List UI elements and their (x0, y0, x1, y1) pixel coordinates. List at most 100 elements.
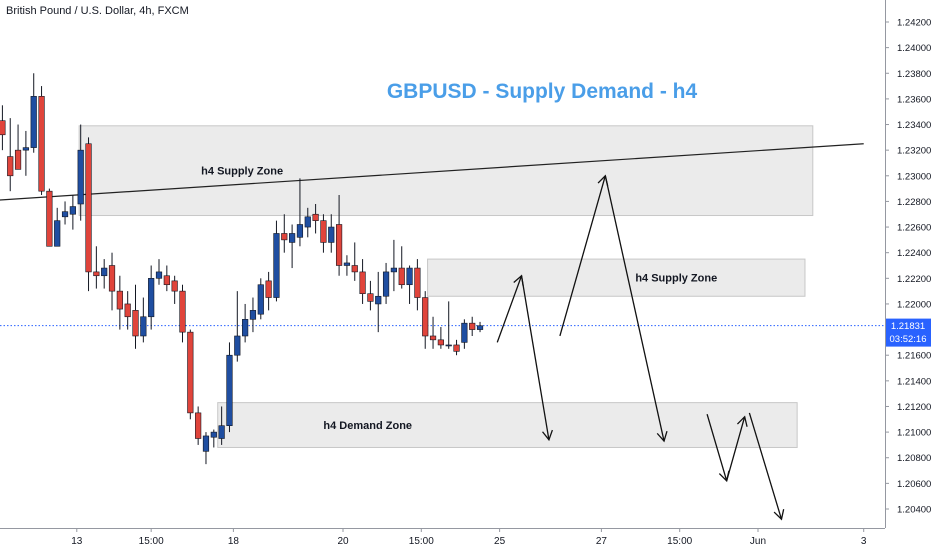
last-price-label: 1.21831 (891, 321, 925, 332)
x-tick-label: 18 (228, 536, 240, 547)
zone-label: h4 Demand Zone (323, 420, 412, 432)
chart-title: GBPUSD - Supply Demand - h4 (387, 80, 698, 103)
projection-arrow (604, 175, 668, 443)
x-tick-label: 15:00 (667, 536, 692, 547)
candle-body (375, 295, 382, 305)
zones-layer: h4 Supply Zone h4 Supply Zone h4 Demand Zo… (78, 125, 814, 448)
candle-body (312, 213, 319, 221)
candle-body (335, 224, 343, 266)
price-axis-bg (885, 0, 932, 550)
candle-body (414, 267, 421, 298)
y-tick-label: 1.22400 (897, 248, 931, 259)
y-tick-label: 1.23000 (897, 171, 931, 182)
candle-body (398, 267, 405, 286)
candle-body (437, 339, 444, 346)
candle-body (359, 271, 366, 294)
x-tick-label: 27 (596, 536, 608, 547)
projection-arrows-layer (496, 174, 785, 521)
zone-box (427, 258, 806, 297)
candle-body (195, 412, 202, 439)
y-tick-label: 1.22000 (897, 299, 931, 310)
candle-body (390, 267, 398, 273)
candle-body (367, 293, 374, 302)
candle-body (61, 211, 69, 218)
y-tick-label: 1.21400 (897, 376, 931, 387)
candle-body (22, 147, 29, 151)
candle-body (406, 267, 413, 286)
candle-body (46, 190, 53, 247)
candle-body (85, 143, 92, 273)
candle-body (351, 265, 358, 273)
candle-body (0, 120, 6, 136)
time-axis-bg (0, 528, 932, 550)
candle-body (453, 344, 460, 352)
candle-body (320, 220, 327, 243)
candle-body (469, 322, 476, 330)
x-tick-label: 25 (494, 536, 506, 547)
x-tick-label: 3 (861, 536, 867, 547)
y-tick-label: 1.22600 (897, 223, 931, 234)
y-tick-label: 1.21200 (897, 402, 931, 413)
trendline (0, 143, 864, 201)
x-tick-label: 15:00 (409, 536, 434, 547)
y-tick-label: 1.22200 (897, 274, 931, 285)
candle-body (265, 280, 272, 298)
candle-body (242, 319, 249, 337)
candle-body (171, 280, 178, 292)
candle-body (422, 297, 429, 337)
candle-body (304, 216, 311, 228)
candle-body (124, 303, 131, 318)
x-tick-label: 13 (71, 536, 83, 547)
y-tick-label: 1.21000 (897, 428, 931, 439)
candle-body (210, 431, 217, 438)
candle-body (328, 226, 335, 243)
projection-arrow (748, 412, 785, 521)
projection-arrow (559, 174, 609, 337)
candle-body (429, 335, 437, 341)
candle-body (382, 271, 390, 297)
candle-body (116, 290, 123, 310)
candle-body (476, 325, 484, 330)
candle-body (163, 275, 170, 286)
y-tick-label: 1.24200 (897, 18, 931, 29)
candles-layer (0, 73, 484, 465)
candle-body (289, 233, 296, 243)
candle-body (218, 425, 225, 439)
candle-body (273, 233, 280, 298)
projection-arrow (726, 415, 748, 481)
x-tick-label: 20 (337, 536, 349, 547)
y-tick-label: 1.20400 (897, 505, 931, 516)
candle-body (108, 265, 116, 292)
candle-body (445, 344, 452, 347)
candle-body (140, 316, 147, 337)
candle-body (93, 271, 100, 277)
candle-body (38, 96, 45, 192)
candle-body (148, 278, 155, 318)
y-tick-label: 1.24000 (897, 43, 931, 54)
candle-body (187, 331, 194, 414)
candle-body (257, 284, 264, 315)
symbol-title: British Pound / U.S. Dollar, 4h, FXCM (6, 5, 189, 17)
y-tick-label: 1.23800 (897, 69, 931, 80)
zone-box (217, 402, 798, 448)
zone-label: h4 Supply Zone (201, 166, 283, 178)
last-price-box (886, 318, 931, 347)
candle-body (132, 310, 139, 337)
x-tick-label: 15:00 (139, 536, 164, 547)
candle-body (296, 224, 304, 238)
countdown-label: 03:52:16 (890, 334, 927, 345)
y-tick-label: 1.20600 (897, 479, 931, 490)
candle-body (69, 206, 76, 215)
y-tick-label: 1.21600 (897, 351, 931, 362)
candle-body (461, 322, 468, 343)
candle-body (101, 267, 108, 277)
candle-body (7, 156, 14, 177)
y-tick-label: 1.23400 (897, 120, 931, 131)
candle-body (30, 96, 37, 148)
candle-body (77, 149, 84, 205)
candle-body (234, 335, 241, 356)
candle-body (249, 310, 257, 320)
